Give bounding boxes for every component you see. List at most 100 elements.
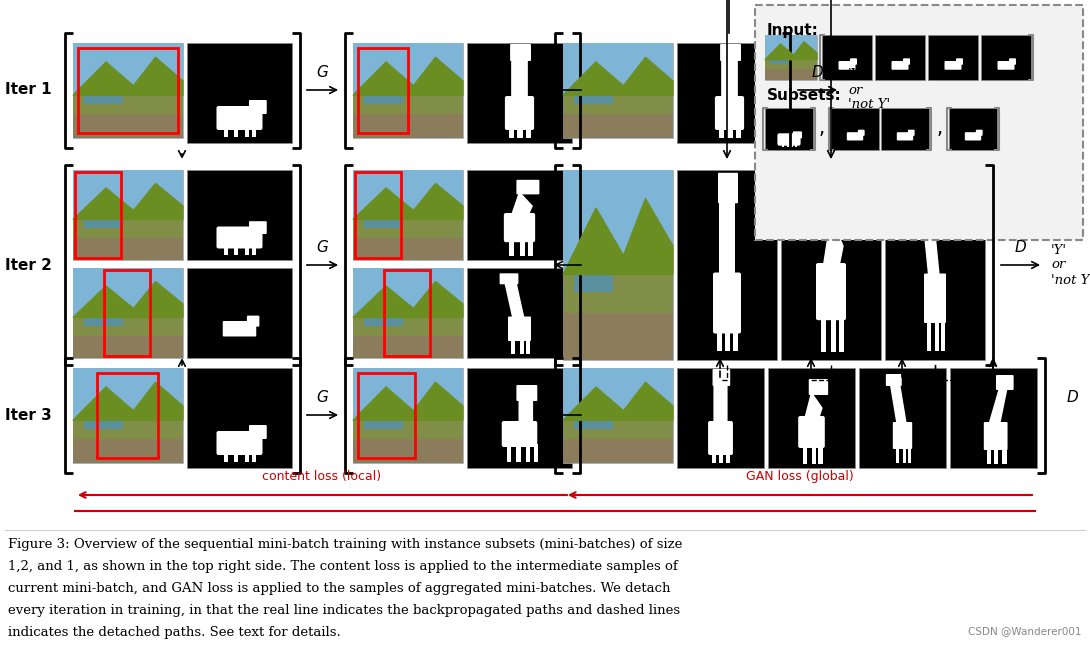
FancyBboxPatch shape: [508, 316, 531, 341]
Text: Subsets:: Subsets:: [767, 88, 841, 103]
FancyBboxPatch shape: [719, 197, 735, 279]
Bar: [771, 58, 788, 64]
FancyBboxPatch shape: [1009, 58, 1016, 65]
Bar: [795, 142, 797, 147]
Text: D: D: [1015, 240, 1027, 255]
Bar: [993, 448, 997, 464]
Bar: [467, 43, 572, 143]
Polygon shape: [511, 193, 532, 220]
Polygon shape: [73, 382, 183, 420]
Bar: [928, 35, 978, 80]
Text: Iter 2: Iter 2: [5, 258, 52, 272]
Bar: [564, 368, 673, 420]
Bar: [364, 92, 402, 104]
Bar: [73, 43, 183, 95]
Bar: [353, 368, 463, 420]
Bar: [358, 373, 415, 458]
Bar: [245, 244, 249, 255]
Bar: [787, 142, 788, 147]
FancyBboxPatch shape: [792, 131, 802, 138]
FancyBboxPatch shape: [249, 221, 267, 234]
Bar: [223, 450, 228, 462]
Bar: [355, 172, 401, 258]
Bar: [528, 240, 533, 256]
Bar: [353, 368, 463, 463]
Polygon shape: [921, 195, 938, 278]
FancyBboxPatch shape: [511, 57, 528, 101]
Bar: [765, 108, 813, 150]
FancyBboxPatch shape: [916, 182, 934, 203]
Text: Input:: Input:: [767, 23, 819, 38]
Bar: [353, 219, 463, 237]
Bar: [803, 446, 808, 464]
Bar: [941, 318, 945, 351]
FancyBboxPatch shape: [501, 421, 537, 447]
Bar: [564, 274, 673, 312]
Bar: [520, 339, 523, 353]
FancyBboxPatch shape: [713, 272, 741, 334]
FancyBboxPatch shape: [945, 61, 961, 70]
FancyBboxPatch shape: [956, 58, 962, 65]
Bar: [252, 450, 256, 462]
Bar: [949, 108, 997, 150]
FancyBboxPatch shape: [517, 180, 540, 195]
Bar: [73, 318, 183, 335]
Bar: [73, 95, 183, 138]
FancyBboxPatch shape: [996, 375, 1014, 390]
Polygon shape: [73, 58, 183, 95]
Text: Iter 1: Iter 1: [5, 82, 51, 98]
Bar: [718, 448, 723, 463]
Bar: [234, 125, 239, 137]
FancyBboxPatch shape: [755, 5, 1083, 240]
Bar: [903, 446, 906, 463]
Text: 'Y'
or
'not Y': 'Y' or 'not Y': [848, 68, 891, 112]
FancyBboxPatch shape: [713, 369, 730, 386]
FancyBboxPatch shape: [720, 44, 741, 61]
Bar: [525, 444, 530, 462]
Bar: [717, 322, 722, 351]
Bar: [73, 170, 183, 260]
Bar: [831, 108, 879, 150]
Bar: [677, 170, 777, 360]
Bar: [353, 268, 463, 318]
Text: G: G: [316, 65, 328, 80]
Polygon shape: [564, 58, 673, 95]
Bar: [908, 446, 911, 463]
Text: G: G: [316, 390, 328, 405]
Bar: [353, 268, 463, 358]
Text: ,: ,: [937, 120, 943, 138]
Bar: [353, 95, 463, 114]
Bar: [935, 318, 938, 351]
Bar: [78, 48, 178, 133]
Bar: [859, 368, 946, 468]
Bar: [73, 318, 183, 358]
Text: Figure 3: Overview of the sequential mini-batch training with instance subsets (: Figure 3: Overview of the sequential min…: [8, 538, 682, 551]
Text: indicates the detached paths. See text for details.: indicates the detached paths. See text f…: [8, 626, 341, 639]
Text: D: D: [812, 65, 823, 80]
Bar: [765, 35, 818, 60]
Text: ,: ,: [819, 120, 825, 138]
Bar: [574, 269, 613, 292]
Bar: [1002, 448, 1006, 464]
Bar: [677, 368, 764, 468]
FancyBboxPatch shape: [499, 274, 519, 284]
FancyBboxPatch shape: [714, 382, 728, 426]
Bar: [223, 125, 228, 137]
FancyBboxPatch shape: [858, 130, 864, 136]
Bar: [252, 125, 256, 137]
Bar: [73, 43, 183, 138]
Bar: [517, 444, 521, 462]
FancyBboxPatch shape: [247, 316, 259, 326]
Text: GAN loss (global): GAN loss (global): [747, 470, 853, 483]
Bar: [525, 123, 531, 138]
Bar: [564, 420, 673, 440]
FancyBboxPatch shape: [892, 61, 908, 70]
Bar: [782, 142, 784, 147]
Bar: [525, 339, 530, 353]
Bar: [727, 123, 732, 138]
Bar: [73, 268, 183, 358]
Bar: [791, 142, 794, 147]
Bar: [252, 244, 256, 255]
Bar: [353, 170, 463, 219]
Bar: [364, 217, 402, 227]
